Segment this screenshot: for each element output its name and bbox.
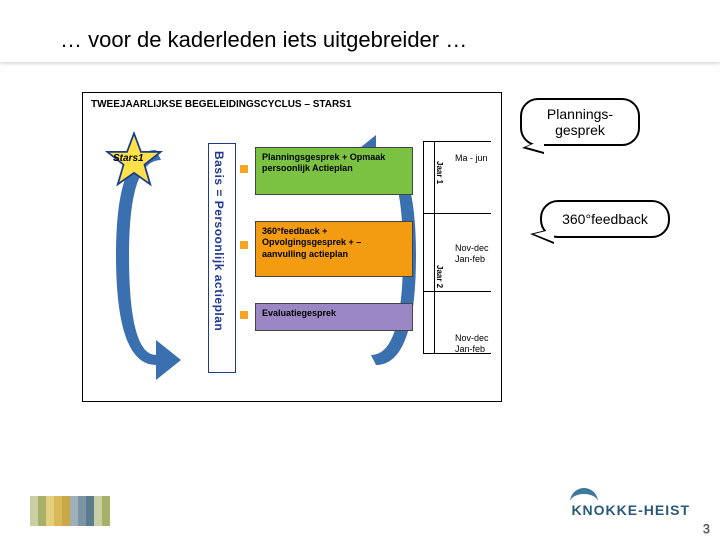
phase-box-feedback: 360°feedback + Opvolgingsgesprek + – aan… [255, 221, 413, 277]
basis-label: Basis = Persoonlijk actieplan [212, 151, 226, 331]
phase-box-evaluation: Evaluatiegesprek [255, 303, 413, 331]
stripe [78, 496, 86, 526]
connector-dot [240, 165, 248, 173]
stripe [46, 496, 54, 526]
star-label: Stars1 [113, 153, 144, 164]
year-bracket-1 [423, 141, 435, 213]
connector-dot [240, 311, 248, 319]
slide-title: … voor de kaderleden iets uitgebreider … [60, 27, 467, 53]
callout-tail [526, 139, 544, 152]
stripe [54, 496, 62, 526]
phase-box-planning: Planningsgesprek + Opmaak persoonlijk Ac… [255, 147, 413, 195]
stripe [102, 496, 110, 526]
logo-text: KNOKKE-HEIST [571, 502, 690, 518]
title-bar: … voor de kaderleden iets uitgebreider … [0, 18, 720, 62]
period-2: Nov-dec Jan-feb [455, 243, 489, 265]
diagram-frame: TWEEJAARLIJKSE BEGELEIDINGSCYCLUS – STAR… [82, 92, 502, 402]
stripe [86, 496, 94, 526]
callout-feedback: 360°feedback [540, 200, 670, 238]
diagram-title: TWEEJAARLIJKSE BEGELEIDINGSCYCLUS – STAR… [91, 99, 351, 110]
stripe [62, 496, 70, 526]
year-bracket-2 [423, 213, 435, 353]
page-number: 3 [703, 521, 710, 536]
footer-stripes [30, 496, 110, 526]
stripe [30, 496, 38, 526]
year2-label: Jaar 2 [435, 265, 444, 288]
stripe [94, 496, 102, 526]
period-1: Ma - jun [455, 153, 488, 164]
callout-tail [534, 229, 554, 242]
year1-label: Jaar 1 [435, 161, 444, 184]
stripe [38, 496, 46, 526]
logo-arc-icon [570, 488, 598, 502]
connector-dot [240, 241, 248, 249]
stripe [70, 496, 78, 526]
period-3: Nov-dec Jan-feb [455, 333, 489, 355]
